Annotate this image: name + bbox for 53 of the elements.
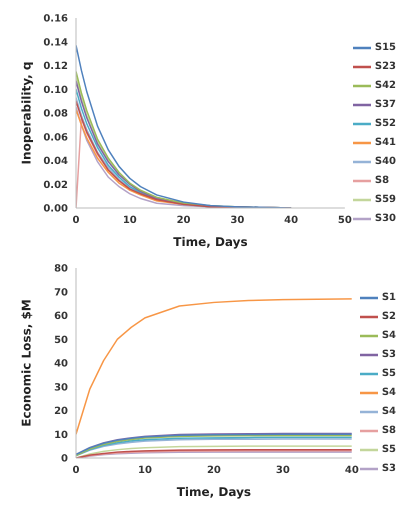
y-tick-label: 0.16 xyxy=(43,14,68,25)
legend-label: S3 xyxy=(382,348,396,362)
y-tick-label: 30 xyxy=(54,382,68,394)
y-tick-label: 0.06 xyxy=(43,132,68,144)
y-tick-label: 60 xyxy=(54,311,68,322)
x-tick-label: 40 xyxy=(284,215,298,226)
legend-label: S8 xyxy=(374,174,390,188)
x-axis-title: Time, Days xyxy=(173,235,248,249)
y-tick-label: 0 xyxy=(61,454,68,465)
legend-label: S30 xyxy=(374,212,396,226)
legend-label: S2 xyxy=(382,310,396,324)
x-tick-label: 50 xyxy=(338,215,352,226)
legend-label: S42 xyxy=(374,79,396,93)
y-tick-label: 0.14 xyxy=(43,37,68,48)
x-tick-label: 20 xyxy=(206,465,221,476)
x-tick-label: 30 xyxy=(230,215,244,226)
legend-label: S5 xyxy=(382,367,396,381)
legend-label: S23 xyxy=(374,60,396,74)
x-axis-title: Time, Days xyxy=(176,485,252,499)
x-tick-label: 40 xyxy=(344,465,359,476)
legend-label: S5 xyxy=(382,443,396,457)
legend-label: S1 xyxy=(382,291,396,305)
legend-label: S15 xyxy=(374,41,396,55)
legend-label: S41 xyxy=(374,136,396,150)
y-tick-label: 10 xyxy=(54,430,68,441)
legend-label: S4 xyxy=(382,405,396,419)
y-tick-label: 20 xyxy=(54,406,68,418)
legend-label: S8 xyxy=(382,424,396,438)
y-tick-label: 70 xyxy=(54,287,68,298)
y-tick-label: 0.10 xyxy=(43,84,68,96)
y-tick-label: 0.08 xyxy=(43,108,68,120)
legend-label: S37 xyxy=(374,98,396,112)
y-axis-title: Inoperability, q xyxy=(19,62,34,164)
x-tick-label: 30 xyxy=(276,465,290,476)
y-tick-label: 0.12 xyxy=(43,61,68,72)
x-tick-label: 20 xyxy=(176,215,191,226)
y-tick-label: 0.00 xyxy=(43,204,68,215)
y-tick-label: 0.04 xyxy=(43,156,68,168)
legend-label: S4 xyxy=(382,386,396,400)
legend-label: S3 xyxy=(382,462,396,476)
y-tick-label: 0.02 xyxy=(43,180,68,191)
x-tick-label: 0 xyxy=(72,465,80,476)
y-tick-label: 50 xyxy=(54,334,68,346)
x-tick-label: 10 xyxy=(122,215,137,226)
x-tick-label: 10 xyxy=(138,465,152,476)
y-tick-label: 80 xyxy=(54,264,68,275)
y-axis-title: Economic Loss, $M xyxy=(19,299,34,427)
legend-label: S59 xyxy=(374,193,396,207)
legend-label: S4 xyxy=(382,329,396,343)
legend-label: S52 xyxy=(374,117,396,131)
legend-label: S40 xyxy=(374,155,396,169)
y-tick-label: 40 xyxy=(54,358,68,370)
x-tick-label: 0 xyxy=(72,215,80,226)
